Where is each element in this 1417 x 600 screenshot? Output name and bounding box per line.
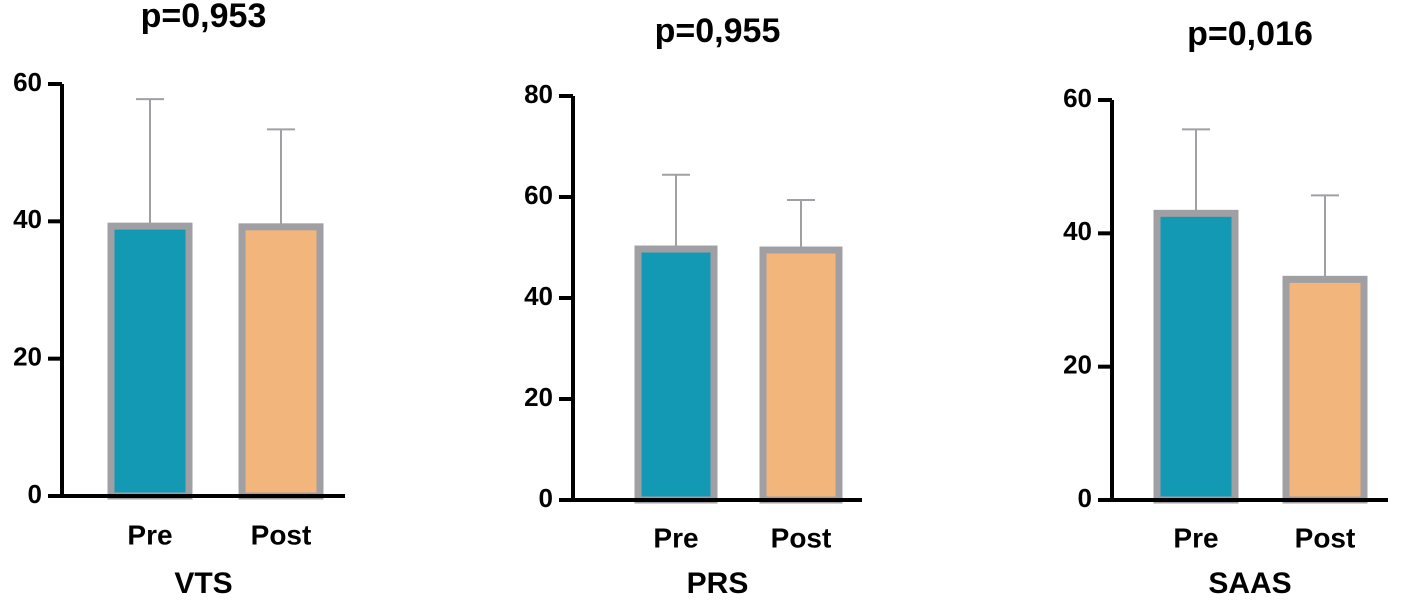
y-tick-label: 20 xyxy=(13,342,42,372)
bar xyxy=(1153,209,1239,504)
x-tick-label: Pre xyxy=(653,522,698,553)
y-tick-label: 40 xyxy=(13,204,42,234)
y-tick-label: 0 xyxy=(28,479,42,509)
bar xyxy=(238,223,324,500)
bar xyxy=(634,245,718,504)
x-tick-label: Post xyxy=(771,522,832,553)
y-tick-label: 0 xyxy=(539,483,553,513)
y-tick-label: 0 xyxy=(1078,483,1092,513)
bar xyxy=(759,246,843,504)
y-tick-label: 20 xyxy=(1063,350,1092,380)
y-tick-label: 60 xyxy=(524,180,553,210)
y-tick-label: 40 xyxy=(524,281,553,311)
chart-title: p=0,016 xyxy=(1187,15,1313,53)
y-tick-label: 80 xyxy=(524,79,553,109)
chart-title: p=0,953 xyxy=(141,0,267,35)
y-tick-label: 60 xyxy=(13,67,42,97)
y-tick-label: 60 xyxy=(1063,83,1092,113)
bar xyxy=(107,222,193,500)
x-axis-label: VTS xyxy=(174,567,232,600)
x-axis-label: PRS xyxy=(687,567,749,600)
x-tick-label: Pre xyxy=(1173,522,1218,553)
chart-title: p=0,955 xyxy=(655,12,781,50)
y-tick-label: 20 xyxy=(524,382,553,412)
x-axis-label: SAAS xyxy=(1208,567,1291,600)
x-tick-label: Pre xyxy=(127,519,172,550)
x-tick-label: Post xyxy=(251,519,312,550)
y-tick-label: 40 xyxy=(1063,216,1092,246)
x-tick-label: Post xyxy=(1295,522,1356,553)
bar xyxy=(1282,275,1368,504)
